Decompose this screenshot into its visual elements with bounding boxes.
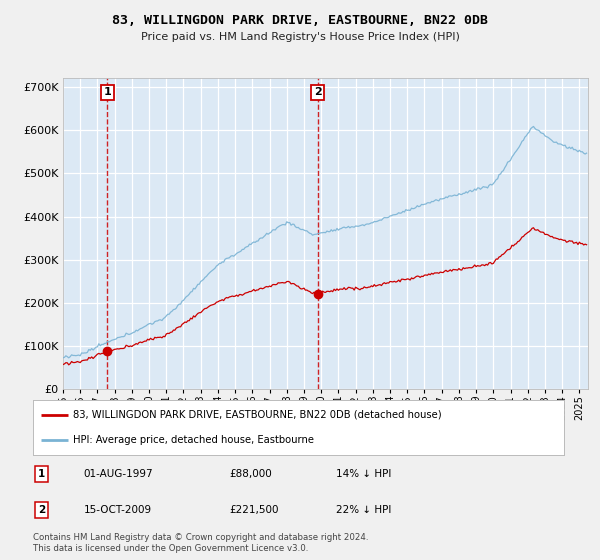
Text: 2: 2 <box>314 87 322 97</box>
Text: Price paid vs. HM Land Registry's House Price Index (HPI): Price paid vs. HM Land Registry's House … <box>140 32 460 42</box>
Text: HPI: Average price, detached house, Eastbourne: HPI: Average price, detached house, East… <box>73 435 314 445</box>
Text: 14% ↓ HPI: 14% ↓ HPI <box>335 469 391 479</box>
Text: £221,500: £221,500 <box>229 505 279 515</box>
Text: 15-OCT-2009: 15-OCT-2009 <box>83 505 152 515</box>
Text: 01-AUG-1997: 01-AUG-1997 <box>83 469 153 479</box>
Text: Contains HM Land Registry data © Crown copyright and database right 2024.
This d: Contains HM Land Registry data © Crown c… <box>33 533 368 553</box>
Text: £88,000: £88,000 <box>229 469 272 479</box>
Text: 22% ↓ HPI: 22% ↓ HPI <box>335 505 391 515</box>
Text: 83, WILLINGDON PARK DRIVE, EASTBOURNE, BN22 0DB: 83, WILLINGDON PARK DRIVE, EASTBOURNE, B… <box>112 14 488 27</box>
Text: 1: 1 <box>104 87 112 97</box>
Text: 1: 1 <box>38 469 46 479</box>
Text: 83, WILLINGDON PARK DRIVE, EASTBOURNE, BN22 0DB (detached house): 83, WILLINGDON PARK DRIVE, EASTBOURNE, B… <box>73 410 442 419</box>
Text: 2: 2 <box>38 505 46 515</box>
